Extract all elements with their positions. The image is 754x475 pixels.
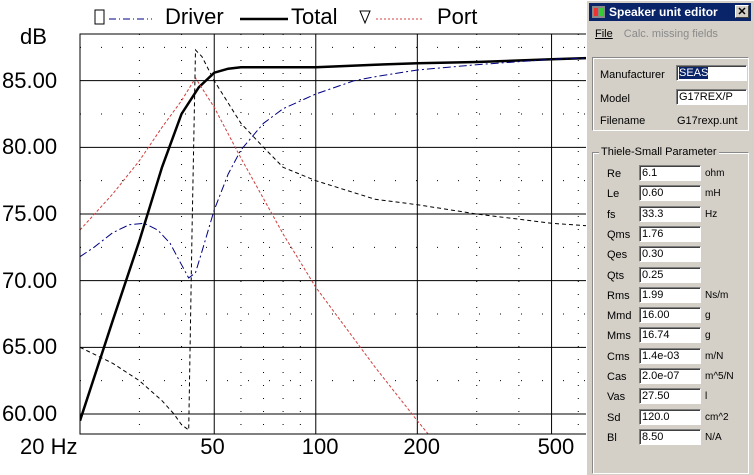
menu-calc-missing-fields[interactable]: Calc. missing fields: [623, 28, 718, 40]
param-field-qms[interactable]: 1.76: [639, 225, 701, 242]
param-field-le[interactable]: 0.60: [639, 185, 701, 202]
param-unit-cas: m^5/N: [705, 371, 734, 382]
param-label-re: Re: [607, 168, 622, 180]
x-tick-label: 100: [301, 434, 339, 459]
plot-border: [79, 33, 590, 435]
param-label-cms: Cms: [607, 350, 630, 363]
param-label-vas: Vas: [607, 391, 626, 404]
model-label: Model: [600, 93, 630, 105]
param-field-re[interactable]: 6.1: [639, 165, 701, 181]
model-field[interactable]: G17REX/P: [676, 89, 747, 105]
param-label-mms: Mms: [607, 330, 631, 343]
y-tick-label: 60.00: [2, 401, 58, 426]
param-unit-cms: m/N: [705, 350, 724, 362]
filename-value: G17rexp.unt: [677, 115, 738, 127]
param-label-sd: Sd: [607, 411, 621, 424]
param-field-sd[interactable]: 120.0: [639, 408, 701, 425]
close-icon[interactable]: ✕: [735, 5, 749, 18]
menu-bar: File Calc. missing fields: [595, 28, 726, 40]
param-label-bl: Bl: [607, 431, 617, 444]
param-unit-mmd: g: [705, 310, 711, 322]
manufacturer-field[interactable]: SEAS: [676, 65, 747, 81]
param-unit-vas: l: [705, 391, 708, 403]
y-tick-label: 75.00: [2, 201, 58, 226]
param-label-mmd: Mmd: [607, 310, 632, 323]
chart-series: [80, 48, 590, 434]
frequency-response-chart: [79, 33, 590, 435]
param-field-mms[interactable]: 16.74: [639, 327, 701, 344]
legend-total-label: Total: [291, 4, 338, 29]
param-field-fs[interactable]: 33.3: [639, 205, 701, 222]
param-field-vas[interactable]: 27.50: [639, 388, 701, 405]
param-label-le: Le: [607, 188, 620, 201]
param-unit-bl: N/A: [705, 431, 722, 443]
port-legend-marker: [359, 10, 424, 25]
param-label-qes: Qes: [607, 249, 628, 262]
param-field-rms[interactable]: 1.99: [639, 286, 701, 303]
param-label-cas: Cas: [607, 371, 627, 383]
param-unit-fs: Hz: [705, 208, 718, 220]
thiele-small-title: Thiele-Small Parameter: [599, 146, 719, 158]
legend-port-label: Port: [437, 4, 478, 29]
x-tick-label: 200: [403, 434, 441, 459]
param-field-bl[interactable]: 8.50: [639, 428, 701, 445]
param-label-qts: Qts: [607, 269, 625, 282]
chart-grid: [79, 34, 590, 434]
x-tick-label: 50: [200, 434, 225, 459]
param-unit-re: ohm: [705, 168, 725, 179]
param-field-mmd[interactable]: 16.00: [639, 307, 701, 324]
param-unit-rms: Ns/m: [705, 289, 729, 301]
speaker-app-icon: [592, 6, 605, 18]
param-unit-sd: cm^2: [705, 411, 729, 423]
y-tick-label: 70.00: [2, 267, 58, 293]
legend-driver-label: Driver: [165, 4, 224, 29]
total-legend-marker: [240, 17, 288, 21]
unit-info-group: [592, 57, 749, 131]
y-axis-label: dB: [20, 24, 47, 49]
series-line-port: [80, 77, 429, 434]
y-tick-label: 65.00: [2, 334, 58, 360]
param-label-rms: Rms: [607, 289, 630, 302]
x-tick-label: 500: [537, 434, 575, 459]
param-label-fs: fs: [607, 208, 616, 221]
series-line-total: [80, 56, 590, 422]
x-tick-label: 20 Hz: [20, 434, 78, 459]
y-tick-label: 80.00: [2, 134, 58, 160]
chart-legend: Driver Total Port: [0, 0, 590, 34]
param-field-cms[interactable]: 1.4e-03: [639, 347, 701, 364]
chart-grid-dots: [80, 34, 590, 434]
y-tick-label: 85.00: [2, 67, 58, 93]
param-label-qms: Qms: [607, 228, 631, 241]
param-field-qes[interactable]: 0.30: [639, 246, 701, 263]
param-field-cas[interactable]: 2.0e-07: [639, 368, 701, 384]
manufacturer-label: Manufacturer: [600, 69, 665, 81]
speaker-unit-editor-window: Speaker unit editor ✕ File Calc. missing…: [586, 1, 754, 475]
param-unit-le: mH: [705, 188, 721, 200]
param-field-qts[interactable]: 0.25: [639, 266, 701, 283]
series-line-unlabeled-3: [80, 48, 590, 431]
filename-label: Filename: [600, 115, 646, 127]
driver-legend-marker: [94, 9, 152, 25]
manufacturer-value: SEAS: [679, 67, 709, 79]
window-title: Speaker unit editor: [609, 5, 718, 19]
menu-file[interactable]: File: [595, 28, 613, 40]
series-line-driver: [80, 57, 590, 279]
window-title-bar[interactable]: Speaker unit editor ✕: [589, 3, 751, 21]
param-unit-mms: g: [705, 330, 711, 342]
